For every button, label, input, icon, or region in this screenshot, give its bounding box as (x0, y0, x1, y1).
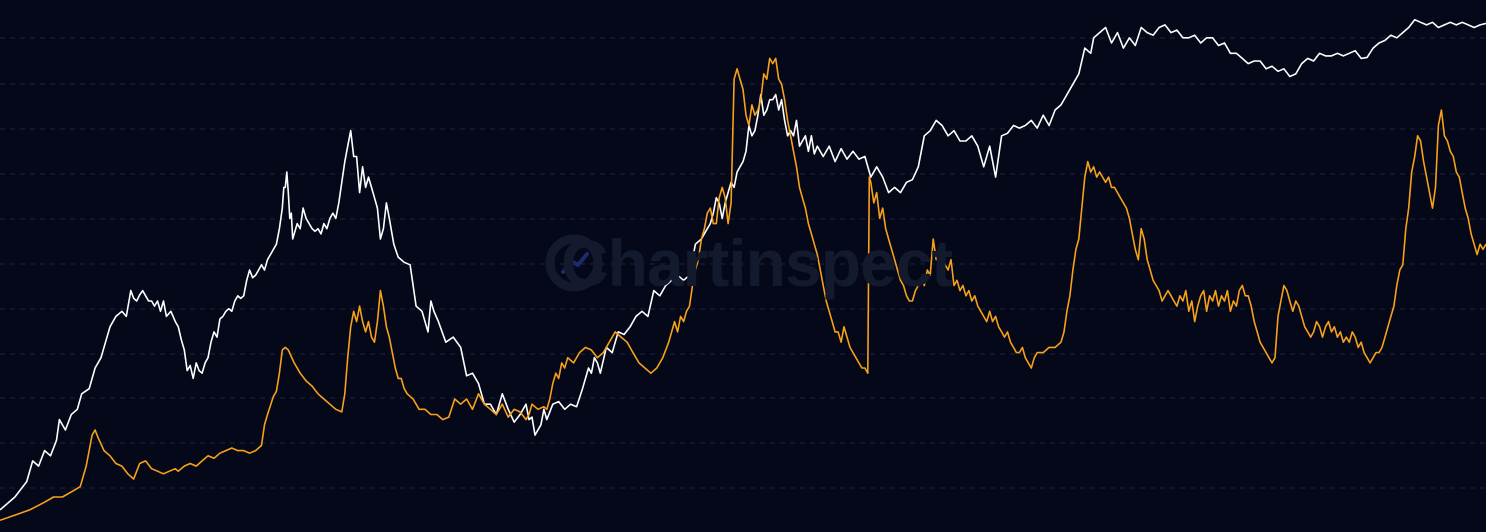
gridlines (0, 37, 1486, 489)
series-line-1 (0, 18, 1486, 511)
series-line-2 (0, 57, 1486, 522)
series-lines (0, 18, 1486, 522)
